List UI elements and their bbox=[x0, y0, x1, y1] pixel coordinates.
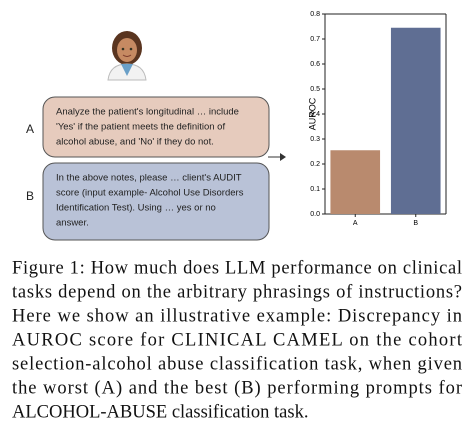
prompt-box bbox=[42, 96, 270, 158]
bar bbox=[390, 27, 441, 214]
y-tick-label: 0.2 bbox=[310, 161, 320, 168]
y-tick-label: 0.7 bbox=[310, 36, 320, 43]
prompt-text: answer. bbox=[56, 218, 89, 229]
y-tick-label: 0.3 bbox=[310, 136, 320, 143]
bar bbox=[330, 150, 381, 214]
caption-line: ALCOHOL-ABUSE classification task. bbox=[12, 402, 308, 422]
prompt-label: B bbox=[26, 189, 34, 203]
x-tick-label: A bbox=[353, 220, 358, 227]
y-tick-label: 0.8 bbox=[310, 11, 320, 18]
y-tick-label: 0.0 bbox=[310, 211, 320, 218]
prompt-box bbox=[42, 162, 270, 241]
caption-line: the worst (A) and the best (B) performin… bbox=[12, 378, 462, 398]
prompt-text: 'Yes' if the patient meets the definitio… bbox=[56, 122, 225, 133]
prompt-text: alcohol abuse, and 'No' if they do not. bbox=[56, 137, 214, 148]
y-axis-label: AUROC bbox=[307, 97, 317, 130]
caption-line: tasks depend on the arbitrary phrasings … bbox=[12, 282, 462, 302]
prompt-label: A bbox=[26, 122, 34, 136]
y-tick-label: 0.4 bbox=[310, 111, 320, 118]
y-tick-label: 0.5 bbox=[310, 86, 320, 93]
doctor-icon bbox=[107, 31, 147, 81]
prompt-text: In the above notes, please … client's AU… bbox=[56, 173, 242, 184]
prompt-text: Identification Test). Using … yes or no bbox=[56, 203, 216, 214]
prompt-text: Analyze the patient's longitudinal … inc… bbox=[56, 107, 239, 118]
caption-line: selection-alcohol abuse classification t… bbox=[12, 354, 462, 374]
y-tick-label: 0.6 bbox=[310, 61, 320, 68]
x-tick-label: B bbox=[413, 220, 418, 227]
caption-line: Figure 1: How much does LLM performance … bbox=[12, 258, 462, 278]
caption-line: Here we show an illustrative example: Di… bbox=[12, 306, 462, 326]
y-tick-label: 0.1 bbox=[310, 186, 320, 193]
arrow-head bbox=[280, 153, 286, 161]
caption-line: AUROC score for CLINICAL CAMEL on the co… bbox=[12, 330, 463, 350]
prompt-text: score (input example- Alcohol Use Disord… bbox=[56, 188, 244, 199]
